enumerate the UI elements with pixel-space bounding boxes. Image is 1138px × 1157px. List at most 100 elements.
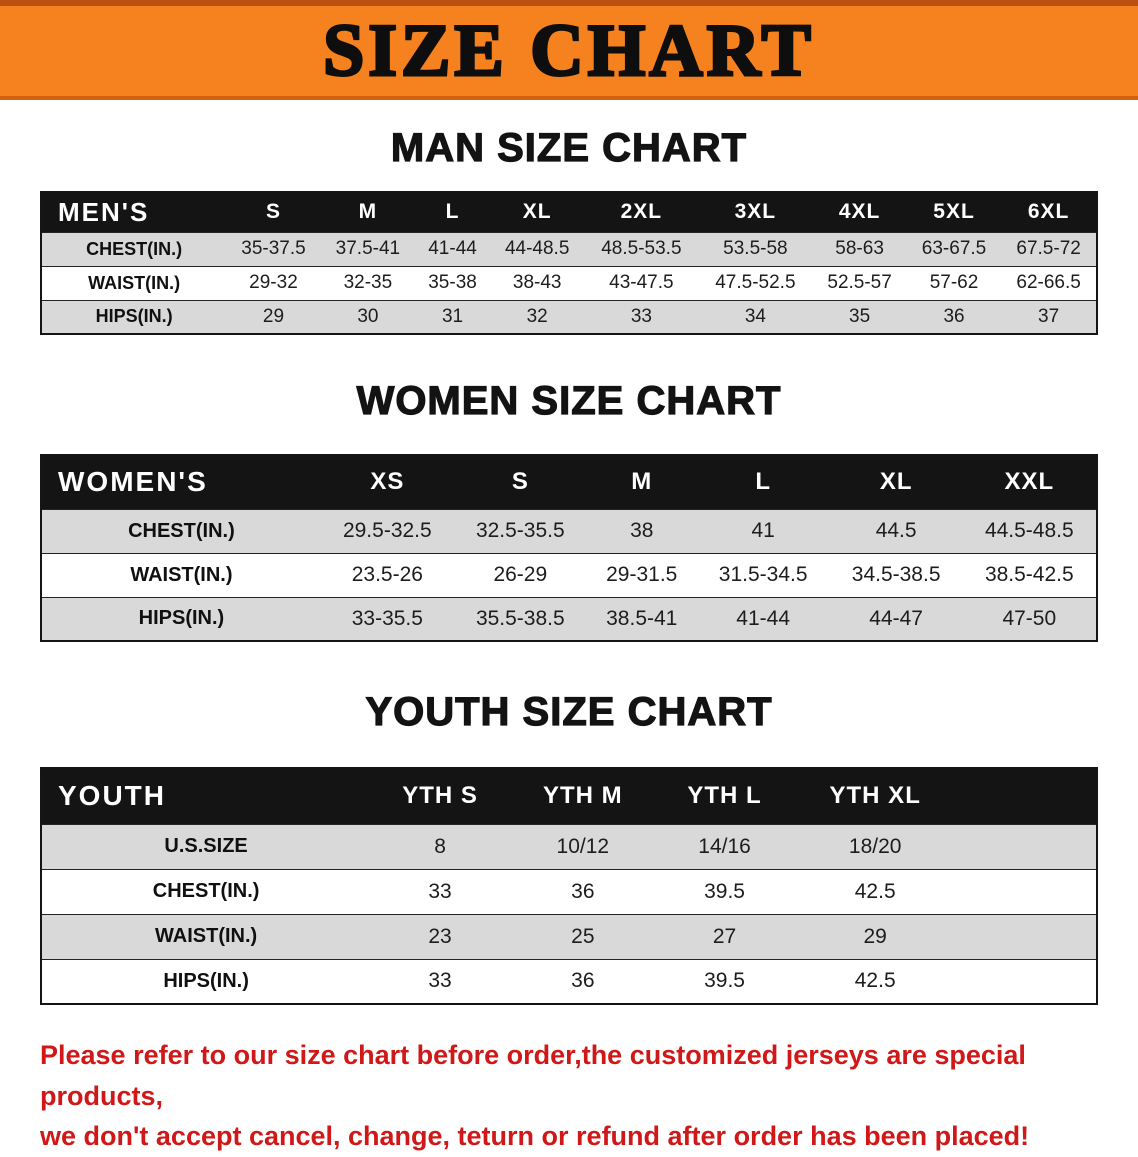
value-cell: 29 bbox=[793, 913, 957, 959]
row-label-cell: HIPS(IN.) bbox=[41, 596, 321, 641]
size-table: YOUTH YTH S YTH M YTH L YTH XL U.S.SIZE 8 10/12… bbox=[40, 767, 1098, 1005]
section-heading: MAN SIZE CHART bbox=[390, 125, 748, 170]
table-row: CHEST(IN.) 29.5-32.5 32.5-35.5 38 41 44.5 44.5… bbox=[41, 508, 1097, 553]
value-cell: 34.5-38.5 bbox=[829, 552, 963, 597]
value-cell: 34 bbox=[698, 299, 813, 334]
value-cell: 37 bbox=[1001, 299, 1097, 334]
table-row: HIPS(IN.) 33 36 39.5 42.5 bbox=[41, 958, 1097, 1004]
row-label-cell: CHEST(IN.) bbox=[41, 508, 321, 553]
size-column-header: XXL bbox=[962, 455, 1097, 509]
value-cell: 33 bbox=[370, 868, 510, 914]
row-label-cell: CHEST(IN.) bbox=[41, 868, 371, 914]
value-cell: 53.5-58 bbox=[698, 231, 813, 266]
size-column-header: 6XL bbox=[1001, 192, 1097, 232]
row-label-cell: CHEST(IN.) bbox=[41, 231, 227, 266]
value-cell: 44-48.5 bbox=[489, 231, 585, 266]
size-column-header: 3XL bbox=[698, 192, 813, 232]
table-header-row: WOMEN'S XS S M L XL XXL bbox=[41, 455, 1097, 509]
order-policy-line-2: we don't accept cancel, change, teturn o… bbox=[40, 1121, 1030, 1151]
size-chart-page: MAN SIZE CHART MEN'S S M L XL 2XL 3XL 4XL 5XL 6XL C… bbox=[0, 125, 1138, 1157]
section-heading: YOUTH SIZE CHART bbox=[365, 689, 773, 734]
table-row: HIPS(IN.) 29 30 31 32 33 34 35 36 37 bbox=[41, 299, 1097, 334]
size-chart-title: SIZE CHART bbox=[322, 10, 815, 92]
value-cell: 44-47 bbox=[829, 596, 963, 641]
size-column-header: YTH M bbox=[509, 768, 656, 824]
size-column-header: S bbox=[453, 455, 587, 509]
table-corner-header: YOUTH bbox=[41, 768, 371, 824]
value-cell: 44.5 bbox=[829, 508, 963, 553]
value-cell: 31 bbox=[415, 299, 490, 334]
row-label-cell: WAIST(IN.) bbox=[41, 265, 227, 300]
value-cell: 10/12 bbox=[509, 823, 656, 869]
value-cell: 29-32 bbox=[226, 265, 321, 300]
spacer-cell bbox=[957, 958, 1097, 1004]
man-size-chart-section: MAN SIZE CHART MEN'S S M L XL 2XL 3XL 4XL 5XL 6XL C… bbox=[0, 125, 1138, 335]
order-policy-line-1: Please refer to our size chart before or… bbox=[40, 1040, 1026, 1111]
table-corner-header: WOMEN'S bbox=[41, 455, 321, 509]
value-cell: 33 bbox=[370, 958, 510, 1004]
value-cell: 41-44 bbox=[696, 596, 830, 641]
value-cell: 27 bbox=[655, 913, 794, 959]
youth-size-chart-section: YOUTH SIZE CHART YOUTH YTH S YTH M YTH L YTH … bbox=[0, 689, 1138, 1005]
value-cell: 30 bbox=[320, 299, 416, 334]
value-cell: 32-35 bbox=[320, 265, 416, 300]
value-cell: 48.5-53.5 bbox=[584, 231, 699, 266]
value-cell: 35.5-38.5 bbox=[453, 596, 587, 641]
value-cell: 32.5-35.5 bbox=[453, 508, 587, 553]
value-cell: 14/16 bbox=[655, 823, 794, 869]
value-cell: 52.5-57 bbox=[812, 265, 907, 300]
table-row: HIPS(IN.) 33-35.5 35.5-38.5 38.5-41 41-44 44-… bbox=[41, 596, 1097, 641]
value-cell: 31.5-34.5 bbox=[696, 552, 830, 597]
value-cell: 36 bbox=[509, 958, 656, 1004]
value-cell: 29-31.5 bbox=[586, 552, 697, 597]
value-cell: 39.5 bbox=[655, 958, 794, 1004]
row-label-cell: HIPS(IN.) bbox=[41, 299, 227, 334]
value-cell: 36 bbox=[509, 868, 656, 914]
size-column-header: 2XL bbox=[584, 192, 699, 232]
value-cell: 8 bbox=[370, 823, 510, 869]
size-column-header: M bbox=[320, 192, 416, 232]
size-column-header: YTH XL bbox=[793, 768, 957, 824]
value-cell: 42.5 bbox=[793, 958, 957, 1004]
value-cell: 18/20 bbox=[793, 823, 957, 869]
value-cell: 38-43 bbox=[489, 265, 585, 300]
value-cell: 35 bbox=[812, 299, 907, 334]
value-cell: 42.5 bbox=[793, 868, 957, 914]
women-size-chart-section: WOMEN SIZE CHART WOMEN'S XS S M L XL XXL CHEST(I… bbox=[0, 378, 1138, 642]
value-cell: 36 bbox=[906, 299, 1002, 334]
value-cell: 58-63 bbox=[812, 231, 907, 266]
table-header-row: YOUTH YTH S YTH M YTH L YTH XL bbox=[41, 768, 1097, 824]
value-cell: 62-66.5 bbox=[1001, 265, 1097, 300]
order-policy-note: Please refer to our size chart before or… bbox=[40, 1035, 1098, 1157]
value-cell: 37.5-41 bbox=[320, 231, 416, 266]
size-column-header: L bbox=[415, 192, 490, 232]
value-cell: 25 bbox=[509, 913, 656, 959]
size-chart-banner: SIZE CHART bbox=[0, 0, 1138, 100]
value-cell: 23 bbox=[370, 913, 510, 959]
value-cell: 35-38 bbox=[415, 265, 490, 300]
size-column-header: XS bbox=[320, 455, 454, 509]
row-label-cell: U.S.SIZE bbox=[41, 823, 371, 869]
spacer-cell bbox=[957, 823, 1097, 869]
size-table: WOMEN'S XS S M L XL XXL CHEST(IN.) 29.5-32.5 32.5… bbox=[40, 454, 1098, 642]
value-cell: 26-29 bbox=[453, 552, 587, 597]
value-cell: 23.5-26 bbox=[320, 552, 454, 597]
row-label-cell: HIPS(IN.) bbox=[41, 958, 371, 1004]
value-cell: 29 bbox=[226, 299, 321, 334]
value-cell: 67.5-72 bbox=[1001, 231, 1097, 266]
spacer-cell bbox=[957, 913, 1097, 959]
value-cell: 41 bbox=[696, 508, 830, 553]
size-column-header: 4XL bbox=[812, 192, 907, 232]
table-row: WAIST(IN.) 29-32 32-35 35-38 38-43 43-47.5 47.… bbox=[41, 265, 1097, 300]
value-cell: 41-44 bbox=[415, 231, 490, 266]
table-row: U.S.SIZE 8 10/12 14/16 18/20 bbox=[41, 823, 1097, 869]
size-column-header: 5XL bbox=[906, 192, 1002, 232]
value-cell: 43-47.5 bbox=[584, 265, 699, 300]
value-cell: 63-67.5 bbox=[906, 231, 1002, 266]
size-column-header: XL bbox=[829, 455, 963, 509]
value-cell: 47-50 bbox=[962, 596, 1097, 641]
table-header-row: MEN'S S M L XL 2XL 3XL 4XL 5XL 6XL bbox=[41, 192, 1097, 232]
spacer-cell bbox=[957, 868, 1097, 914]
size-column-header: YTH S bbox=[370, 768, 510, 824]
table-row: CHEST(IN.) 35-37.5 37.5-41 41-44 44-48.5 48.5… bbox=[41, 231, 1097, 266]
